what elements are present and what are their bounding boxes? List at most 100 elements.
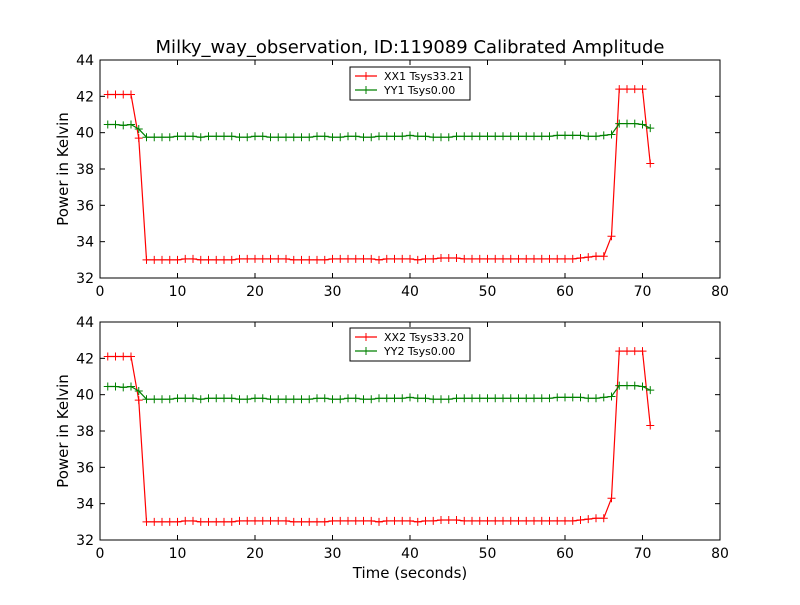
data-point — [390, 254, 399, 263]
x-tick-label: 20 — [246, 284, 264, 300]
y-tick-label: 32 — [76, 533, 94, 549]
x-tick-label: 80 — [711, 284, 729, 300]
data-point — [220, 255, 228, 264]
data-point — [367, 254, 376, 263]
x-tick-label: 20 — [246, 546, 264, 562]
data-point — [530, 132, 538, 141]
y-tick-label: 36 — [76, 460, 94, 476]
data-point — [537, 132, 546, 141]
x-tick-label: 60 — [556, 546, 574, 562]
data-point — [258, 132, 267, 141]
x-tick-label: 40 — [401, 546, 419, 562]
data-point — [429, 395, 438, 404]
data-point — [158, 255, 166, 264]
legend-label: XX2 Tsys33.20 — [384, 331, 464, 344]
data-point — [483, 254, 492, 263]
data-point — [398, 394, 407, 403]
data-point — [460, 516, 469, 525]
data-point — [452, 394, 461, 403]
data-point — [282, 516, 290, 525]
data-point — [568, 516, 577, 525]
data-point — [344, 254, 352, 263]
data-point — [227, 517, 236, 526]
data-point — [615, 381, 624, 390]
data-point — [251, 394, 259, 403]
legend-box — [349, 66, 471, 101]
data-point — [421, 132, 430, 141]
data-point — [646, 386, 655, 395]
data-point — [289, 133, 298, 142]
data-point — [406, 516, 414, 525]
data-point — [196, 255, 205, 264]
data-point — [592, 252, 600, 261]
data-point — [545, 516, 554, 525]
data-point — [367, 516, 376, 525]
data-point — [444, 516, 453, 525]
data-point — [491, 254, 500, 263]
data-point — [227, 132, 236, 141]
data-point — [506, 254, 515, 263]
data-point — [444, 133, 453, 142]
data-point — [181, 254, 190, 263]
data-point — [266, 254, 275, 263]
data-point — [545, 394, 554, 403]
data-point — [646, 421, 655, 430]
data-point — [336, 395, 345, 404]
data-point — [313, 255, 321, 264]
data-point — [344, 394, 352, 403]
data-point — [599, 393, 608, 402]
data-point — [530, 516, 538, 525]
data-point — [111, 382, 120, 391]
data-point — [615, 347, 624, 356]
data-point — [460, 394, 469, 403]
data-point — [537, 254, 546, 263]
data-point — [289, 517, 298, 526]
data-point — [623, 347, 631, 356]
data-point — [142, 133, 151, 142]
data-point — [584, 394, 593, 403]
data-point — [514, 254, 523, 263]
data-point — [181, 516, 190, 525]
data-point — [437, 395, 445, 404]
data-point — [514, 132, 523, 141]
data-point — [134, 134, 143, 143]
data-point — [429, 133, 438, 142]
data-point — [375, 132, 383, 141]
data-point — [351, 132, 360, 141]
data-point — [522, 516, 531, 525]
y-tick-label: 42 — [76, 351, 94, 367]
data-point — [468, 394, 476, 403]
x-tick-label: 50 — [479, 284, 497, 300]
data-point — [336, 254, 345, 263]
data-point — [251, 132, 259, 141]
data-point — [282, 133, 290, 142]
data-point — [468, 132, 476, 141]
data-point — [258, 254, 267, 263]
y-axis-label: Power in Kelvin — [54, 112, 72, 226]
data-point — [398, 254, 407, 263]
data-point — [251, 516, 259, 525]
data-point — [165, 517, 174, 526]
data-point — [165, 395, 174, 404]
data-point — [328, 516, 337, 525]
data-point — [351, 254, 360, 263]
data-point — [429, 254, 438, 263]
data-point — [367, 133, 376, 142]
data-point — [111, 90, 120, 99]
y-tick-label: 44 — [76, 53, 94, 69]
data-point — [297, 255, 306, 264]
data-point — [483, 516, 492, 525]
data-point — [429, 516, 438, 525]
data-point — [142, 517, 151, 526]
data-point — [576, 516, 585, 525]
data-point — [437, 516, 445, 525]
data-point — [103, 90, 112, 99]
data-point — [499, 516, 507, 525]
data-point — [173, 394, 182, 403]
data-point — [204, 394, 213, 403]
data-point — [561, 393, 569, 402]
data-point — [165, 133, 174, 142]
data-point — [483, 394, 492, 403]
